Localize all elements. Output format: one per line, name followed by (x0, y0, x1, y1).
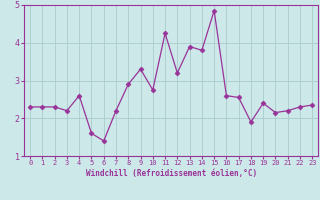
X-axis label: Windchill (Refroidissement éolien,°C): Windchill (Refroidissement éolien,°C) (86, 169, 257, 178)
